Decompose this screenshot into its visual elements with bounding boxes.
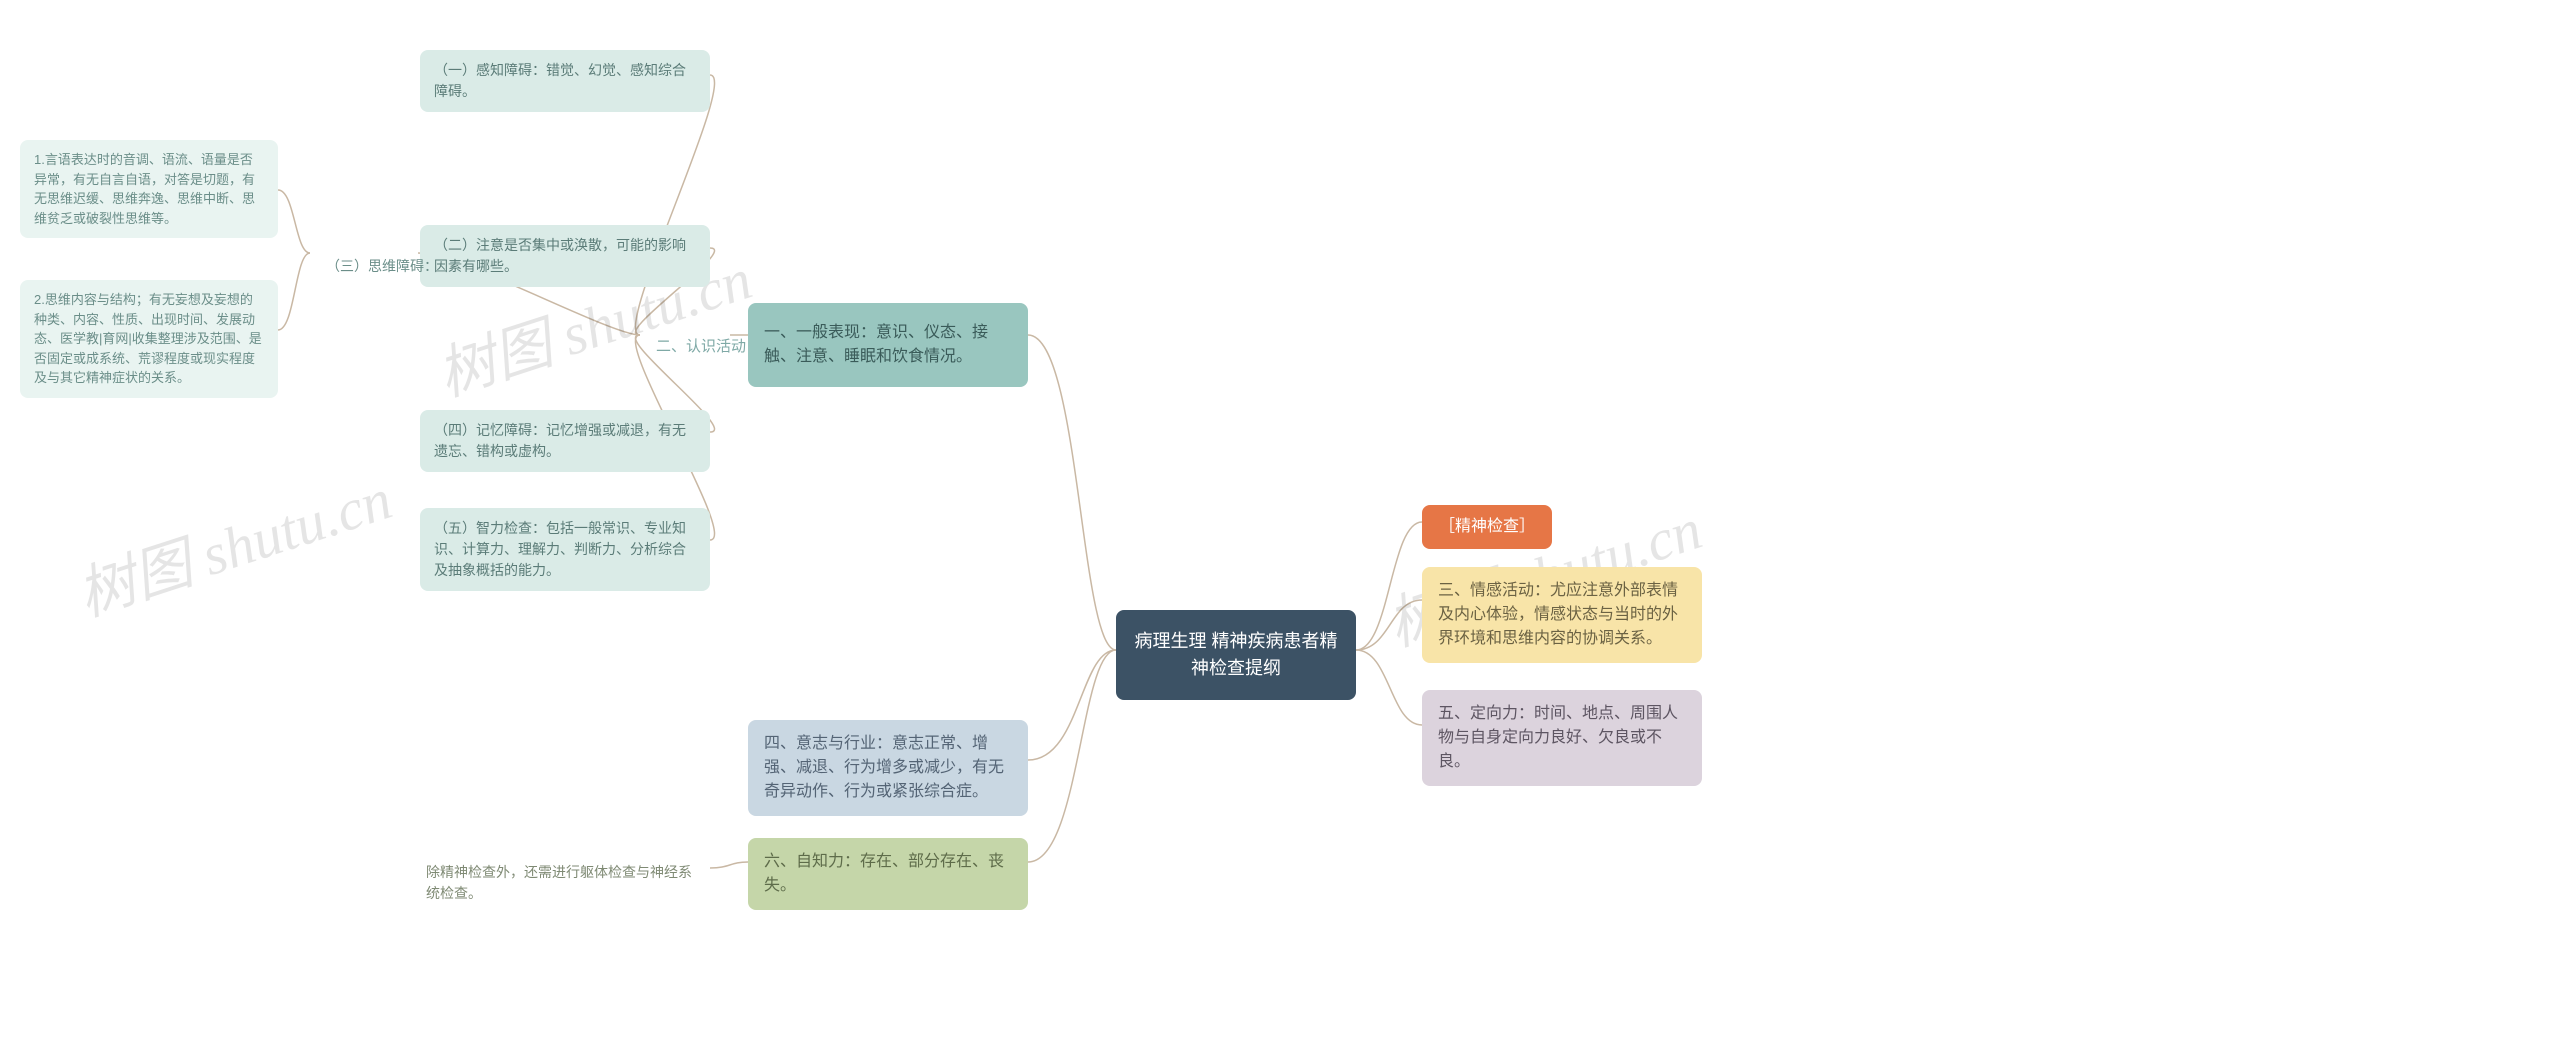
root-node: 病理生理 精神疾病患者精神检查提纲 bbox=[1116, 610, 1356, 700]
cognition-sub-1-text: （一）感知障碍：错觉、幻觉、感知综合障碍。 bbox=[434, 62, 686, 99]
cognition-sub-2-text: （二）注意是否集中或涣散，可能的影响因素有哪些。 bbox=[434, 237, 686, 274]
cognition-sub-2: （二）注意是否集中或涣散，可能的影响因素有哪些。 bbox=[420, 225, 710, 287]
section-1-text: 一、一般表现：意识、仪态、接触、注意、睡眠和饮食情况。 bbox=[764, 324, 988, 365]
cognition-sub-5-text: （五）智力检查：包括一般常识、专业知识、计算力、理解力、判断力、分析综合及抽象概… bbox=[434, 520, 686, 578]
thinking-leaf-2: 2.思维内容与结构；有无妄想及妄想的种类、内容、性质、出现时间、发展动态、医学教… bbox=[20, 280, 278, 398]
section-6-note-text: 除精神检查外，还需进行躯体检查与神经系统检查。 bbox=[426, 864, 692, 901]
section-5: 五、定向力：时间、地点、周围人物与自身定向力良好、欠良或不良。 bbox=[1422, 690, 1702, 786]
header-tag: ［精神检查］ bbox=[1422, 505, 1552, 549]
section-6-note: 除精神检查外，还需进行躯体检查与神经系统检查。 bbox=[410, 850, 710, 916]
cognition-sub-3-label-text: （三）思维障碍： bbox=[326, 258, 438, 274]
section-6: 六、自知力：存在、部分存在、丧失。 bbox=[748, 838, 1028, 910]
thinking-leaf-2-text: 2.思维内容与结构；有无妄想及妄想的种类、内容、性质、出现时间、发展动态、医学教… bbox=[34, 292, 262, 385]
connector-lines bbox=[0, 0, 2560, 1048]
cognition-sub-3-label: （三）思维障碍： bbox=[310, 244, 454, 289]
cognition-sub-5: （五）智力检查：包括一般常识、专业知识、计算力、理解力、判断力、分析综合及抽象概… bbox=[420, 508, 710, 591]
header-tag-label: ［精神检查］ bbox=[1439, 518, 1535, 535]
section-2-label: 二、认识活动 bbox=[640, 324, 762, 371]
cognition-sub-1: （一）感知障碍：错觉、幻觉、感知综合障碍。 bbox=[420, 50, 710, 112]
section-3-text: 三、情感活动：尤应注意外部表情及内心体验，情感状态与当时的外界环境和思维内容的协… bbox=[1438, 582, 1678, 647]
section-3: 三、情感活动：尤应注意外部表情及内心体验，情感状态与当时的外界环境和思维内容的协… bbox=[1422, 567, 1702, 663]
root-title: 病理生理 精神疾病患者精神检查提纲 bbox=[1135, 631, 1338, 678]
section-4-text: 四、意志与行业：意志正常、增强、减退、行为增多或减少，有无奇异动作、行为或紧张综… bbox=[764, 735, 1004, 800]
section-5-text: 五、定向力：时间、地点、周围人物与自身定向力良好、欠良或不良。 bbox=[1438, 705, 1678, 770]
section-4: 四、意志与行业：意志正常、增强、减退、行为增多或减少，有无奇异动作、行为或紧张综… bbox=[748, 720, 1028, 816]
thinking-leaf-1-text: 1.言语表达时的音调、语流、语量是否异常，有无自言自语，对答是切题，有无思维迟缓… bbox=[34, 152, 255, 226]
section-2-label-text: 二、认识活动 bbox=[656, 338, 746, 355]
cognition-sub-4-text: （四）记忆障碍：记忆增强或减退，有无遗忘、错构或虚构。 bbox=[434, 422, 686, 459]
section-1: 一、一般表现：意识、仪态、接触、注意、睡眠和饮食情况。 bbox=[748, 303, 1028, 387]
thinking-leaf-1: 1.言语表达时的音调、语流、语量是否异常，有无自言自语，对答是切题，有无思维迟缓… bbox=[20, 140, 278, 238]
section-6-text: 六、自知力：存在、部分存在、丧失。 bbox=[764, 853, 1004, 894]
cognition-sub-4: （四）记忆障碍：记忆增强或减退，有无遗忘、错构或虚构。 bbox=[420, 410, 710, 472]
watermark-text: 树图 shutu.cn bbox=[65, 452, 400, 632]
